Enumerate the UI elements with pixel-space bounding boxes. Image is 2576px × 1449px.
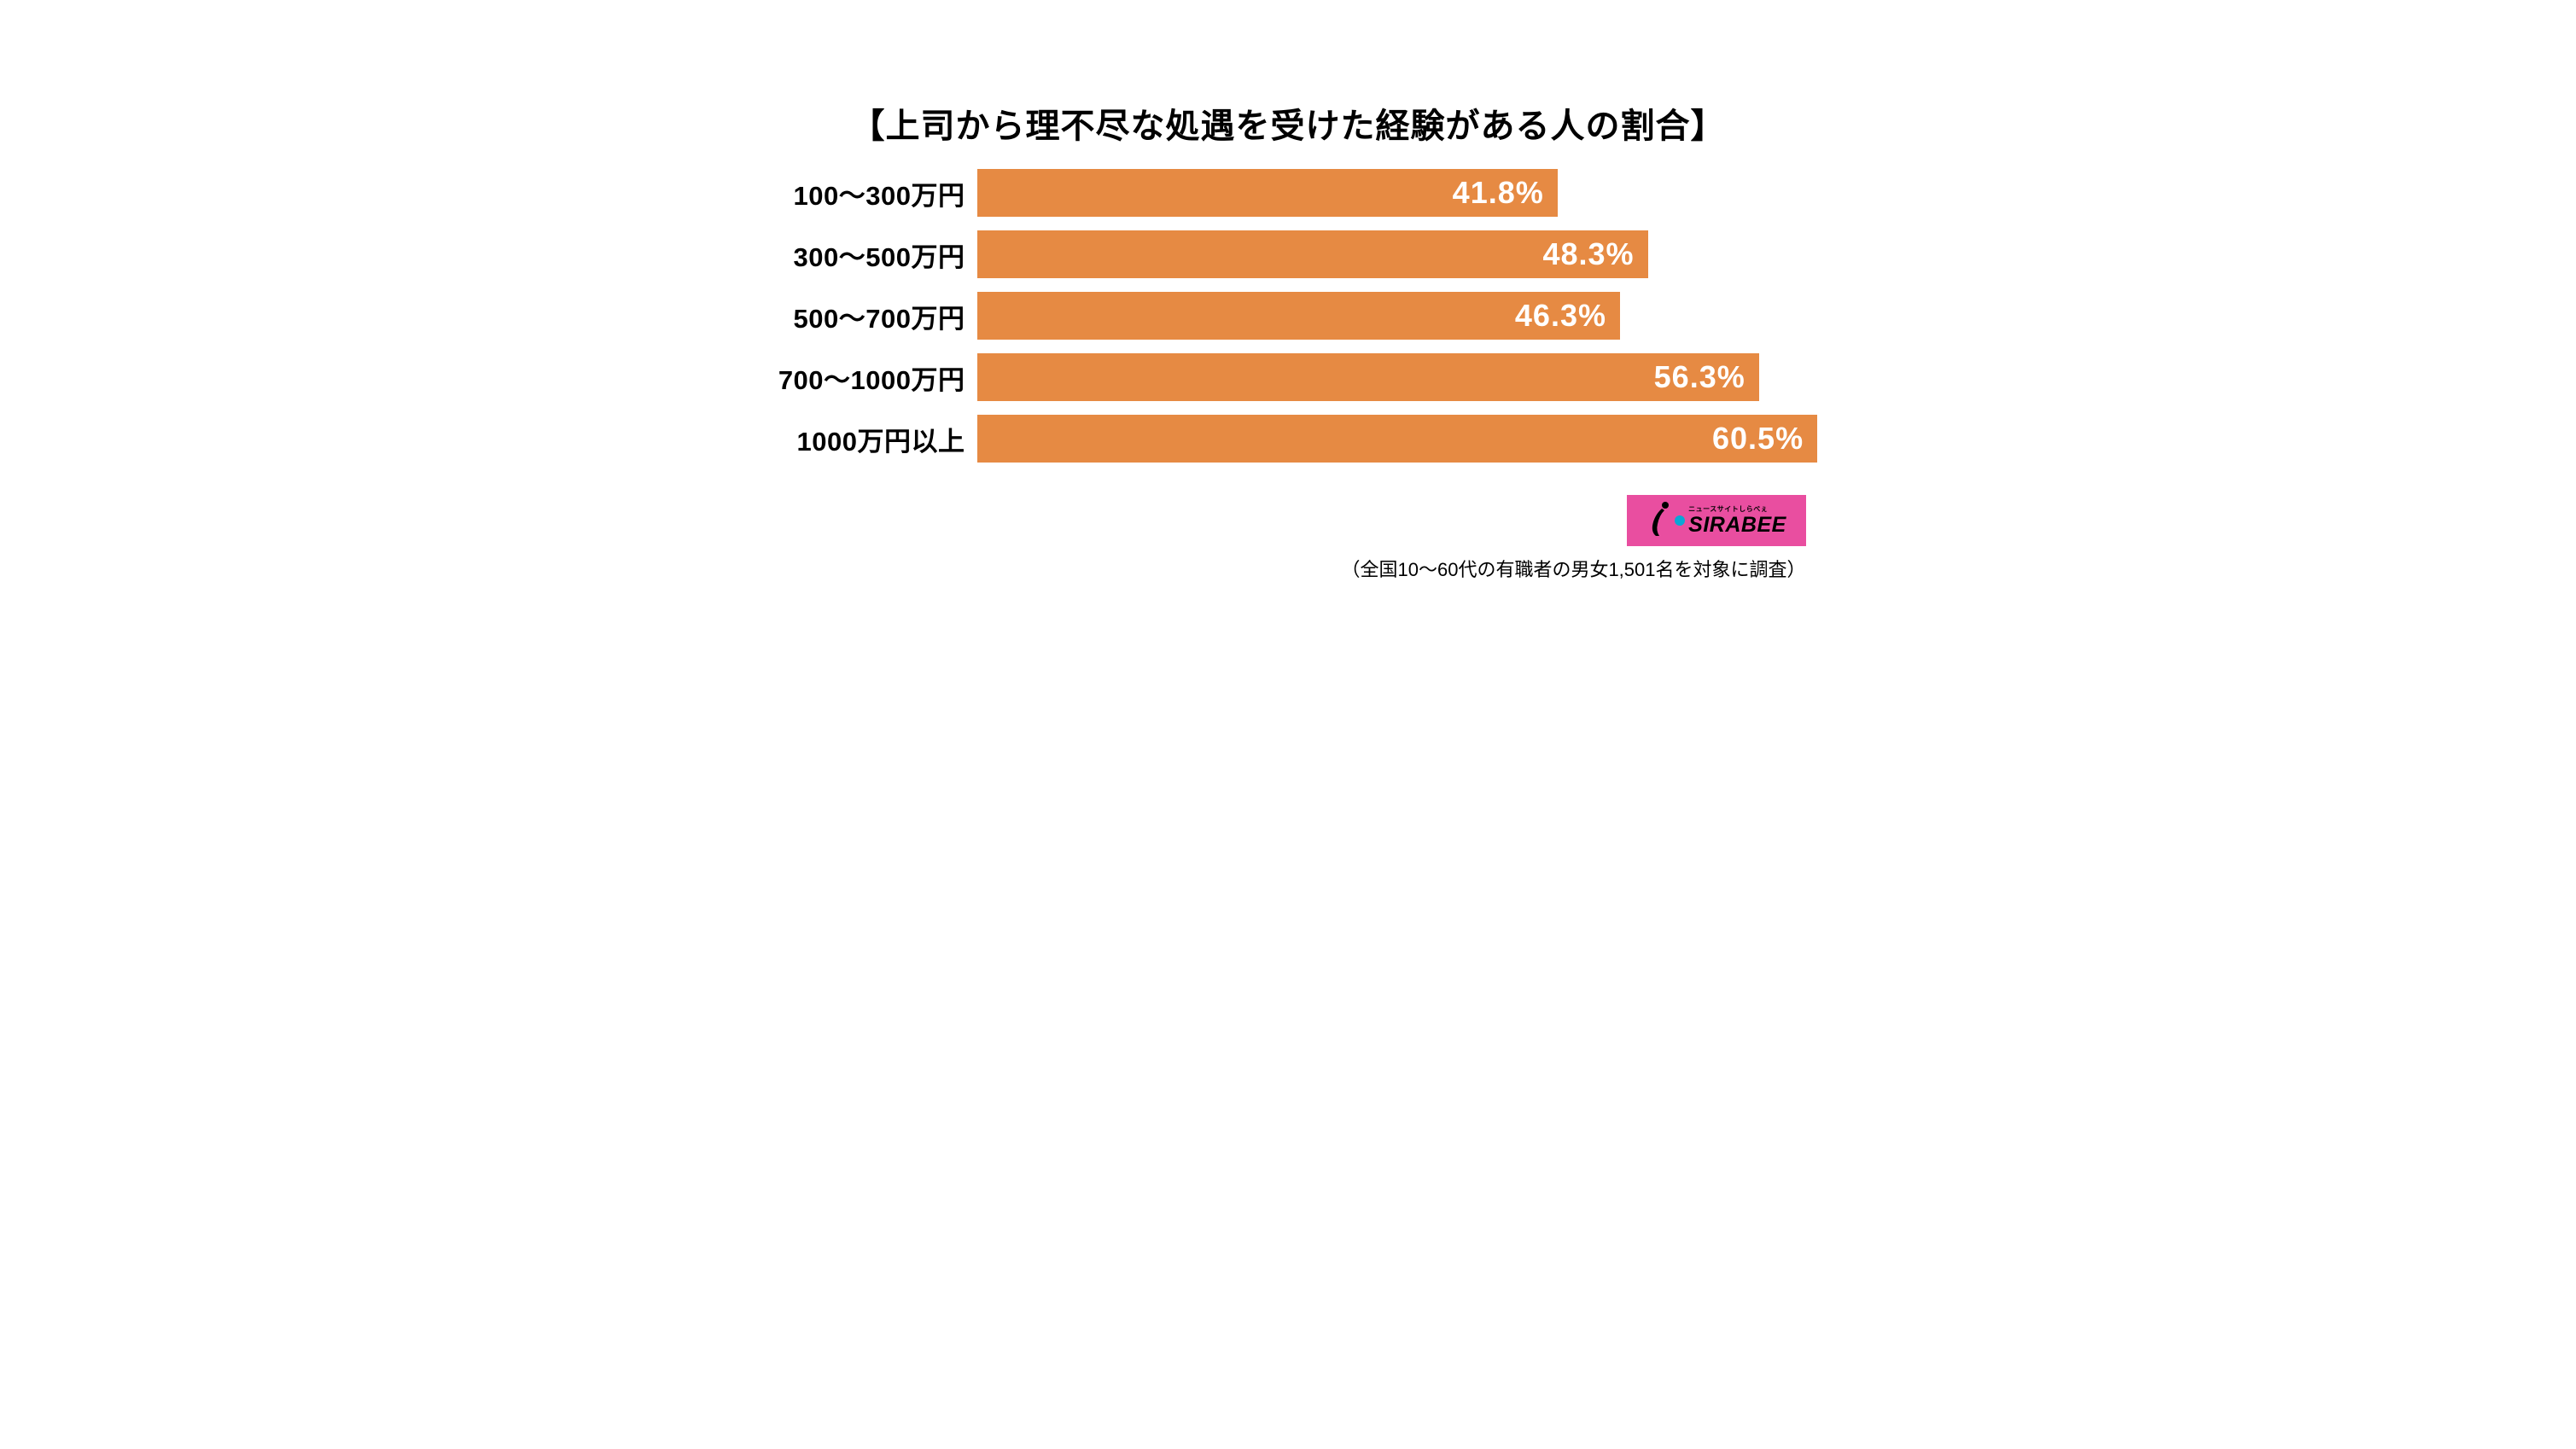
category-label: 100〜300万円 [738,174,977,212]
bar: 41.8% [977,169,1558,217]
bar-value-label: 56.3% [1654,359,1746,395]
bar-value-label: 46.3% [1515,298,1606,334]
logo-text-wrap: ニュースサイトしらべぇ SIRABEE [1688,506,1786,536]
bar: 48.3% [977,230,1648,278]
category-label: 500〜700万円 [738,297,977,335]
category-label: 700〜1000万円 [738,358,977,397]
bar-track: 60.5% [977,415,1839,463]
bar-track: 48.3% [977,230,1839,278]
bar: 60.5% [977,415,1818,463]
bar-track: 46.3% [977,292,1839,340]
bar-track: 41.8% [977,169,1839,217]
category-label: 1000万円以上 [738,420,977,458]
bar-track: 56.3% [977,353,1839,401]
bar-chart: 100〜300万円 41.8% 300〜500万円 48.3% 500〜700万… [738,162,1839,469]
chart-title: 【上司から理不尽な処遇を受けた経験がある人の割合】 [644,98,1932,148]
bar-value-label: 48.3% [1542,236,1634,272]
logo-person-icon [1646,500,1671,541]
bar-value-label: 41.8% [1453,175,1544,211]
survey-caption: （全国10〜60代の有職者の男女1,501名を対象に調査） [1342,555,1806,582]
sirabee-logo: ニュースサイトしらべぇ SIRABEE [1627,495,1806,546]
category-label: 300〜500万円 [738,236,977,274]
bar: 46.3% [977,292,1620,340]
bar-value-label: 60.5% [1712,421,1804,457]
logo-tagline: ニュースサイトしらべぇ [1688,506,1768,513]
bar-row: 1000万円以上 60.5% [738,408,1839,469]
bar: 56.3% [977,353,1759,401]
chart-canvas: 【上司から理不尽な処遇を受けた経験がある人の割合】 100〜300万円 41.8… [644,0,1932,724]
bar-row: 700〜1000万円 56.3% [738,346,1839,408]
bar-row: 500〜700万円 46.3% [738,285,1839,346]
logo-name: SIRABEE [1688,515,1786,536]
bar-row: 300〜500万円 48.3% [738,224,1839,285]
bar-row: 100〜300万円 41.8% [738,162,1839,224]
logo-dot-icon [1675,515,1685,526]
